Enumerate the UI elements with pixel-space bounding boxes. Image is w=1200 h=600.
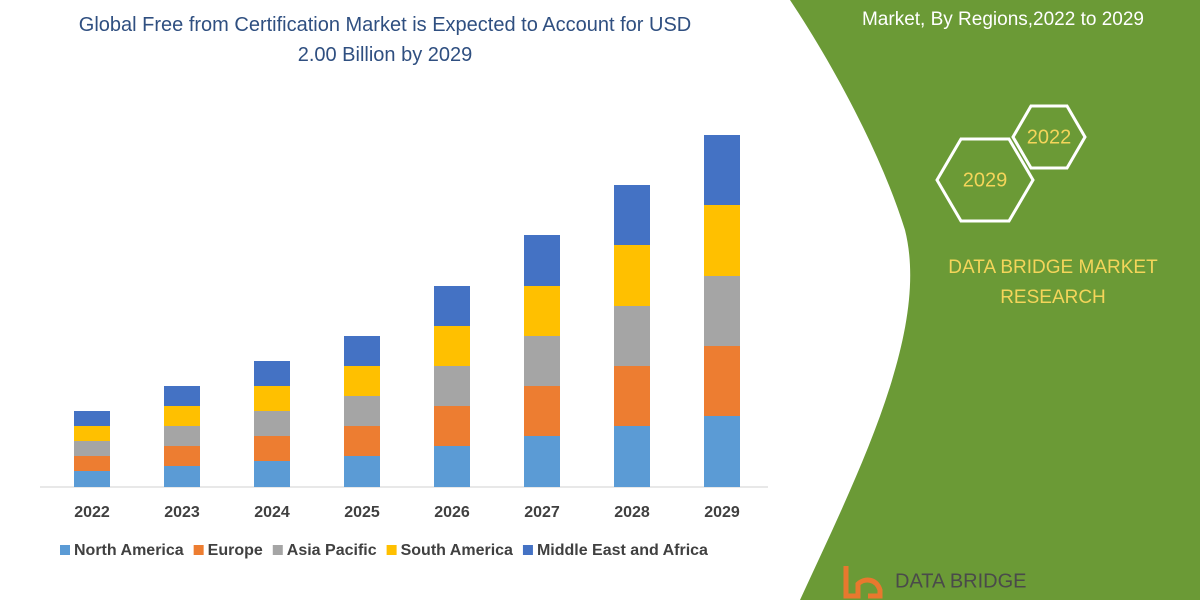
bar-segment <box>434 406 470 446</box>
bar-segment <box>254 361 290 386</box>
legend-label: South America <box>401 542 513 559</box>
hexagon <box>1011 104 1087 170</box>
chart-title: Global Free from Certification Market is… <box>78 14 692 66</box>
x-tick-label: 2027 <box>524 504 560 521</box>
bar-segment <box>524 386 560 436</box>
bar-segment <box>434 446 470 487</box>
legend-label: Europe <box>208 542 263 559</box>
bar-segment <box>164 406 200 426</box>
bar-segment <box>524 235 560 286</box>
brand-text: DATA BRIDGE MARKET RESEARCH <box>948 257 1158 308</box>
bar-segment <box>164 426 200 446</box>
x-tick-label: 2028 <box>614 504 650 521</box>
bar-segment <box>164 446 200 466</box>
bar-segment <box>74 471 110 487</box>
bar-segment <box>704 205 740 276</box>
bar-segment <box>614 245 650 306</box>
x-tick-label: 2024 <box>254 504 290 521</box>
x-tick-label: 2026 <box>434 504 470 521</box>
bar-segment <box>344 366 380 396</box>
bar-segment <box>434 366 470 406</box>
hexagon-label: 2022 <box>1027 126 1072 148</box>
bar-segment <box>254 436 290 461</box>
bar-segment <box>344 426 380 456</box>
bar-segment <box>524 286 560 336</box>
green-panel <box>790 0 1200 600</box>
bar-segment <box>704 346 740 416</box>
bar-segment <box>704 276 740 346</box>
bar-segment <box>524 436 560 487</box>
hexagon <box>935 137 1035 223</box>
bar-segment <box>164 386 200 406</box>
legend-swatch <box>60 545 70 555</box>
bar-segment <box>344 456 380 487</box>
bar-segment <box>74 441 110 456</box>
bar-segment <box>434 286 470 326</box>
bar-segment <box>614 366 650 426</box>
bar-segment <box>74 456 110 471</box>
legend-swatch <box>386 545 397 555</box>
x-tick-label: 2023 <box>164 504 200 521</box>
bar-segment <box>164 466 200 487</box>
bar-segment <box>614 426 650 487</box>
hexagon-label: 2029 <box>963 169 1008 191</box>
bar-segment <box>254 386 290 411</box>
legend-label: North America <box>74 542 184 559</box>
logo-mark <box>843 566 883 599</box>
bar-segment <box>74 426 110 441</box>
bar-segment <box>254 411 290 436</box>
bar-segment <box>614 306 650 366</box>
legend-label: Middle East and Africa <box>537 542 708 559</box>
bar-segment <box>704 416 740 487</box>
legend-swatch <box>272 545 283 555</box>
bar-segment <box>344 336 380 366</box>
panel-heading: Market, By Regions,2022 to 2029 <box>862 9 1144 30</box>
legend-label: Asia Pacific <box>287 542 377 559</box>
legend-swatch <box>522 545 533 555</box>
x-tick-label: 2025 <box>344 504 380 521</box>
bar-segment <box>614 185 650 245</box>
x-tick-label: 2022 <box>74 504 110 521</box>
bar-segment <box>704 135 740 205</box>
bar-segment <box>524 336 560 386</box>
bar-segment <box>74 411 110 426</box>
bar-segment <box>344 396 380 426</box>
logo-text: DATA BRIDGE <box>895 570 1027 592</box>
bar-segment <box>434 326 470 366</box>
bar-segment <box>254 461 290 487</box>
legend-swatch <box>193 545 204 555</box>
x-tick-label: 2029 <box>704 504 740 521</box>
